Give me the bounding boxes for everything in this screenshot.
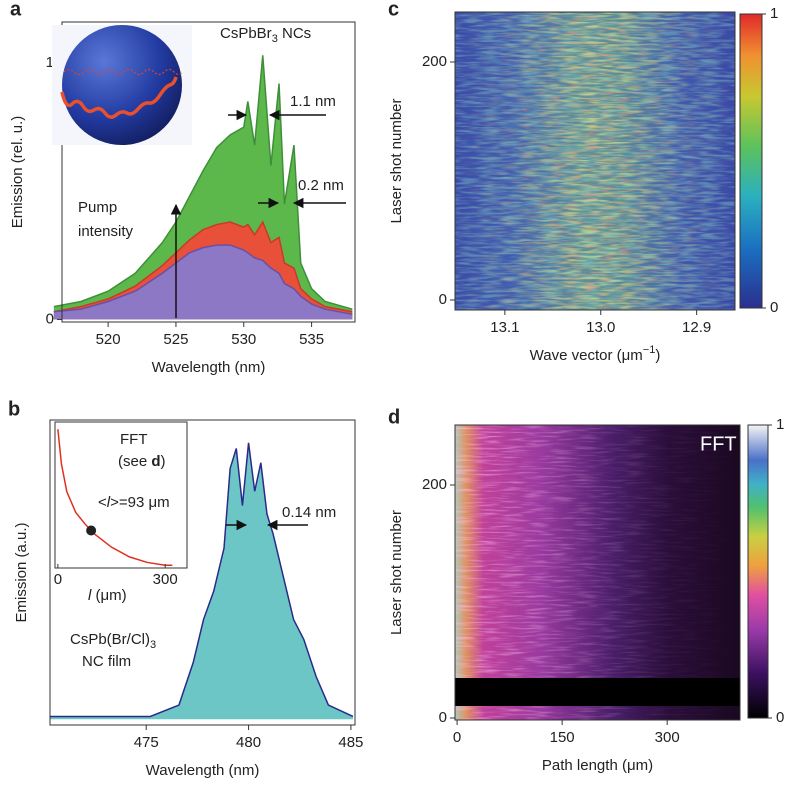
y-tick-label: 0: [439, 291, 447, 308]
panel-letter: a: [10, 0, 22, 20]
mode-front: [60, 76, 178, 119]
heatmap-label: FFT: [700, 433, 737, 455]
x-tick-label: 525: [163, 331, 188, 348]
area-edge: [53, 220, 353, 313]
inset-title: FFT: [120, 431, 148, 448]
x-tick-label: 13.0: [586, 319, 615, 336]
plot-frame: [454, 11, 736, 311]
inset-note-part: ): [161, 453, 166, 470]
x-axis-label: Wave vector (μm−1): [530, 344, 661, 364]
y-tick-label: 200: [422, 53, 447, 70]
panel-letter: c: [388, 0, 399, 20]
x-axis-label-part: ): [655, 347, 660, 364]
sample-label: NC film: [82, 653, 131, 670]
colorbar-tick-label: 0: [776, 709, 784, 726]
x-tick-label: 300: [153, 571, 178, 588]
inset-annotation-part: >=93 μm: [110, 494, 170, 511]
title-part: 3: [272, 33, 278, 45]
annotation: 1.1 nm: [290, 93, 336, 110]
y-axis-label: Emission (a.u.): [13, 522, 30, 622]
y-axis-label: Laser shot number: [388, 98, 405, 223]
masked-band: [455, 678, 740, 706]
x-tick-label: 530: [231, 331, 256, 348]
x-tick-label: 475: [134, 734, 159, 751]
x-axis-label: Path length (μm): [542, 757, 653, 774]
y-tick-label: 0: [439, 709, 447, 726]
y-axis-label: Emission (rel. u.): [9, 116, 26, 229]
x-tick-label: 13.1: [490, 319, 519, 336]
colorbar-tick-label: 1: [776, 416, 784, 433]
area: [53, 245, 353, 320]
annotation: Pump: [78, 199, 117, 216]
x-tick-label: 0: [54, 571, 62, 588]
plot-frame: [454, 424, 741, 721]
inset-note-part: d: [151, 453, 160, 470]
sample-label: CsPb(Br/Cl)3: [70, 631, 156, 651]
inset-x-label-part: l: [88, 587, 92, 604]
inset-note-part: (see: [118, 453, 151, 470]
x-axis-label-part: −1: [643, 344, 656, 356]
inset-annotation-part: <: [98, 494, 107, 511]
x-tick-label: 520: [96, 331, 121, 348]
y-tick-label: 0: [46, 310, 54, 327]
sphere: [62, 25, 182, 145]
inset-annotation: <l>=93 μm: [98, 494, 170, 511]
panel-letter: b: [8, 398, 20, 420]
area-edge: [53, 244, 353, 316]
colorbar-tick-label: 0: [770, 299, 778, 316]
sphere-inset: [52, 25, 192, 145]
annotation: 0.14 nm: [282, 504, 336, 521]
inset-annotation-part: l: [107, 494, 111, 511]
x-tick-label: 535: [299, 331, 324, 348]
area-edge: [50, 442, 354, 718]
colorbar-tick-label: 1: [770, 5, 778, 22]
sample-label-part: 3: [150, 639, 156, 651]
inset-x-label-part: (μm): [91, 587, 126, 604]
marker: [86, 525, 97, 536]
inset-note: (see d): [118, 453, 166, 470]
x-tick-label: 485: [338, 734, 363, 751]
heatmap-texture: [455, 425, 740, 720]
y-tick-label: 1: [46, 54, 54, 71]
x-tick-label: 0: [453, 729, 461, 746]
title-part: NCs: [278, 25, 311, 42]
sample-label-part: CsPb(Br/Cl): [70, 631, 150, 648]
inset-x-label: l (μm): [88, 587, 127, 604]
x-tick-label: 300: [655, 729, 680, 746]
x-tick-label: 150: [550, 729, 575, 746]
x-tick-label: 12.9: [682, 319, 711, 336]
panel-letter: d: [388, 406, 400, 428]
colorbar: [747, 424, 769, 719]
mode-back: [63, 68, 183, 76]
x-axis-label: Wavelength (nm): [146, 762, 260, 779]
heatmap-texture: [455, 12, 735, 310]
area: [50, 442, 353, 720]
inset-frame: [54, 421, 188, 569]
x-axis-label-part: Wave vector (μm: [530, 347, 643, 364]
annotation: 0.2 nm: [298, 177, 344, 194]
title-part: CsPbBr: [220, 25, 272, 42]
plot-frame: [49, 419, 356, 726]
x-tick-label: 480: [236, 734, 261, 751]
plot-frame: [61, 21, 356, 323]
y-axis-label: Laser shot number: [388, 510, 405, 635]
colorbar: [739, 13, 763, 309]
annotation: intensity: [78, 223, 134, 240]
y-tick-label: 200: [422, 476, 447, 493]
x-axis-label: Wavelength (nm): [152, 359, 266, 376]
title: CsPbBr3 NCs: [220, 25, 311, 45]
